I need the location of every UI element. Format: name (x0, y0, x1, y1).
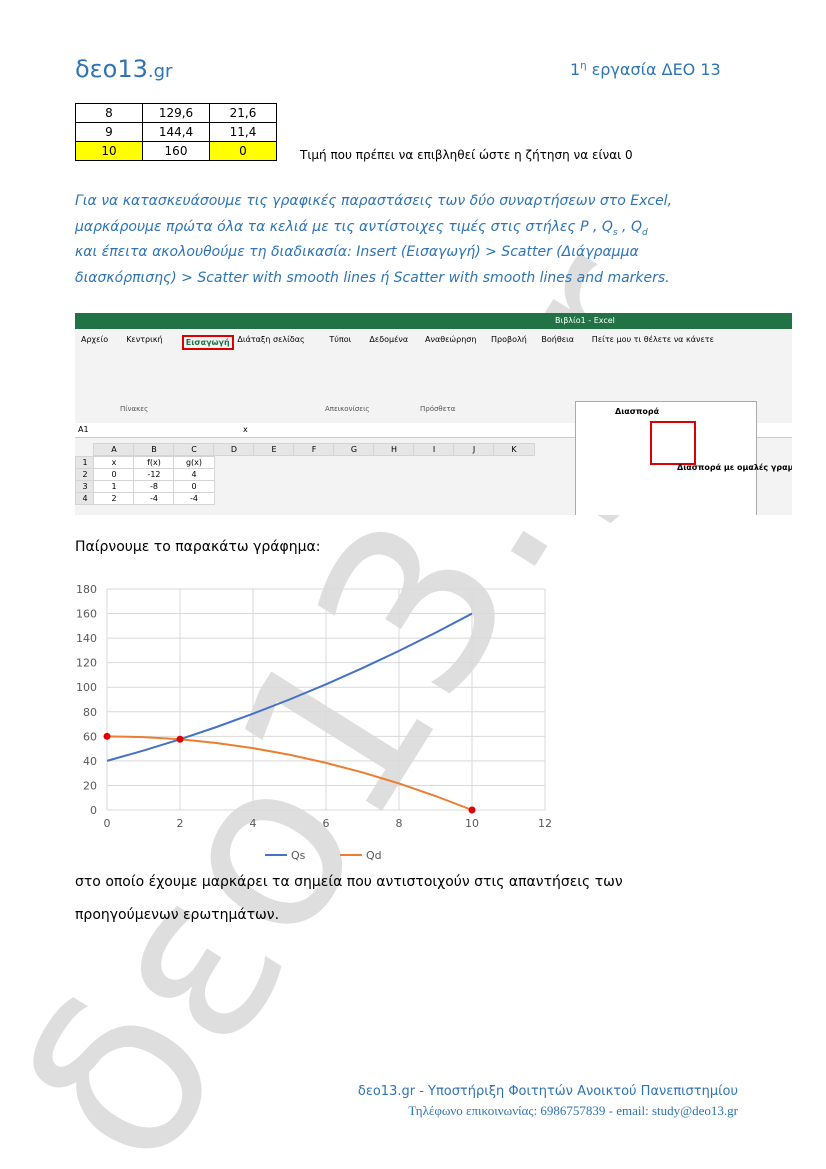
ribbon-tab: Διάταξη σελίδας (237, 335, 305, 344)
ribbon-tab: Κεντρική (126, 335, 163, 344)
logo-suffix: .gr (147, 61, 173, 82)
assignment-sup: η (580, 60, 587, 72)
cell: 2 (93, 492, 135, 505)
x-tick-label: 10 (465, 817, 479, 830)
y-tick-label: 80 (83, 706, 97, 719)
column-header: K (493, 443, 535, 456)
ribbon-tab: Προβολή (491, 335, 527, 344)
x-tick-label: 6 (323, 817, 330, 830)
name-box: A1 (78, 425, 89, 434)
y-tick-label: 20 (83, 779, 97, 792)
title-bar (75, 313, 792, 329)
chart: 0 20 40 60 80 100 120 140 160 180 0 2 4 6 8 10 12 Qs Qd (76, 583, 552, 862)
logo-main: δεο13 (75, 55, 148, 83)
table-row: 9 144,4 11,4 (75, 122, 277, 142)
y-tick-label: 0 (90, 804, 97, 817)
y-tick-label: 60 (83, 730, 97, 743)
group-label: Πίνακες (120, 405, 149, 413)
series-line (106, 612, 473, 762)
y-tick-label: 160 (76, 608, 97, 621)
ribbon-tab: Εισαγωγή (181, 335, 234, 350)
column-header: G (333, 443, 375, 456)
ribbon-tab: Πείτε μου τι θέλετε να κάνετε (591, 335, 714, 344)
table-cell: 10 (75, 141, 143, 161)
footer-line: Τηλέφωνο επικοινωνίας: 6986757839 - emai… (408, 1103, 738, 1118)
column-header: H (373, 443, 415, 456)
formula: x (243, 425, 248, 434)
table-cell: 8 (75, 103, 143, 123)
cell: -4 (133, 492, 175, 505)
conclusion-line: προηγούμενων ερωτημάτων. (75, 907, 280, 923)
excel-screenshot: Βιβλίο1 - Excel Αρχείο Κεντρική Εισαγωγή Δι… (75, 313, 792, 515)
table-row: 10 160 0 (75, 141, 277, 161)
conclusion-line: στο οποίο έχουμε μαρκάρει τα σημεία που … (75, 874, 623, 890)
instruction-line: μαρκάρουμε πρώτα όλα τα κελιά με τις αντ… (75, 219, 648, 238)
column-header: D (213, 443, 255, 456)
table-note: Τιμή που πρέπει να επιβληθεί ώστε η ζήτη… (300, 148, 633, 162)
column-header: J (453, 443, 495, 456)
assignment-rest: εργασία ΔΕΟ 13 (586, 60, 721, 79)
footer-line: δεο13.gr - Υποστήριξη Φοιτητών Ανοικτού … (357, 1084, 738, 1099)
ribbon-tab: Αρχείο (81, 335, 109, 344)
x-tick-label: 8 (396, 817, 403, 830)
text: μαρκάρουμε πρώτα όλα τα κελιά με τις αντ… (75, 219, 613, 235)
column-header: E (253, 443, 295, 456)
y-tick-label: 180 (76, 583, 97, 596)
table-cell: 129,6 (142, 103, 210, 123)
table-cell: 9 (75, 122, 143, 142)
column-header: C (173, 443, 215, 456)
legend-label: Qd (366, 849, 382, 862)
highlight-point (103, 732, 111, 740)
logo: δεο13.gr (75, 55, 172, 83)
dropdown-title: Διασπορά (615, 407, 660, 416)
subscript: d (641, 227, 648, 238)
tooltip: Διασπορά με ομαλές γραμμές (677, 463, 792, 472)
window-title: Βιβλίο1 - Excel (555, 316, 615, 325)
table-cell: 11,4 (209, 122, 277, 142)
table-cell: 144,4 (142, 122, 210, 142)
ribbon-tab: Αναθεώρηση (425, 335, 477, 344)
ribbon-tab: Τύποι (329, 335, 352, 344)
text: , Q (617, 219, 642, 235)
cell: 4 (75, 492, 95, 505)
table-row: 8 129,6 21,6 (75, 103, 277, 123)
x-tick-label: 0 (104, 817, 111, 830)
series-line (106, 735, 473, 811)
y-tick-label: 120 (76, 657, 97, 670)
highlight-box (650, 421, 696, 465)
instruction-line: και έπειτα ακολουθούμε τη διαδικασία: In… (75, 244, 639, 260)
assignment: 1η εργασία ΔΕΟ 13 (570, 60, 721, 79)
table-cell: 21,6 (209, 103, 277, 123)
ribbon-tab: Βοήθεια (541, 335, 575, 344)
column-header: A (93, 443, 135, 456)
highlight-point (468, 806, 476, 814)
x-tick-label: 2 (177, 817, 184, 830)
table-cell: 0 (209, 141, 277, 161)
x-tick-label: 12 (538, 817, 552, 830)
cell: -4 (173, 492, 215, 505)
assignment-num: 1 (570, 60, 581, 79)
highlight-point (176, 735, 184, 743)
group-label: Απεικονίσεις (325, 405, 370, 413)
instruction-line: Για να κατασκευάσουμε τις γραφικές παρασ… (75, 193, 673, 209)
legend-label: Qs (291, 849, 306, 862)
subscript: s (612, 227, 618, 238)
data-table: 8 129,6 21,6 9 144,4 11,4 10 160 0 (75, 103, 277, 161)
x-tick-label: 4 (250, 817, 257, 830)
group-label: Πρόσθετα (420, 405, 456, 413)
column-header: I (413, 443, 455, 456)
column-header: F (293, 443, 335, 456)
scatter-dropdown (575, 401, 757, 515)
instruction-line: διασκόρπισης) > Scatter with smooth line… (75, 270, 670, 286)
ribbon-tab: Δεδομένα (369, 335, 409, 344)
column-header: B (133, 443, 175, 456)
y-tick-label: 40 (83, 755, 97, 768)
intro: Παίρνουμε το παρακάτω γράφημα: (75, 539, 321, 555)
table-cell: 160 (142, 141, 210, 161)
y-tick-label: 100 (76, 681, 97, 694)
y-tick-label: 140 (76, 632, 97, 645)
